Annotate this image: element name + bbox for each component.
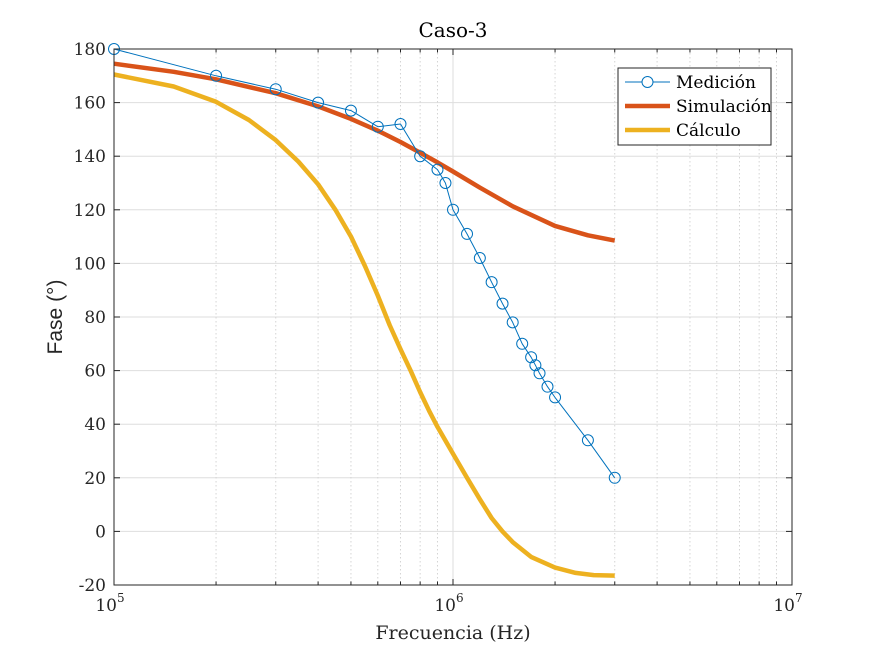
data-point-medicion (447, 203, 459, 216)
data-point-medicion (344, 104, 357, 117)
y-tick-label: 120 (74, 201, 106, 221)
data-point-medicion (431, 163, 444, 176)
ticks: -20 0 20 40 60 80 100 120 140 160 180 105 106 107 (74, 40, 803, 616)
legend: Medición Simulación Cálculo (617, 67, 772, 146)
data-point-medicion (269, 83, 282, 96)
data-point-medicion (394, 118, 407, 131)
legend-label-medicion: Medición (676, 73, 756, 93)
series-line-calculo (113, 72, 615, 578)
x-tick-label: 107 (773, 591, 802, 616)
data-point-medicion (506, 316, 519, 329)
x-tick-label: 106 (434, 591, 463, 616)
data-point-medicion (439, 177, 452, 189)
x-axis-label: Frecuencia (Hz) (375, 622, 530, 644)
data-point-medicion (541, 380, 554, 393)
y-tick-label: 180 (74, 40, 106, 60)
legend-label-calculo: Cálculo (676, 121, 741, 141)
y-tick-label: 160 (74, 94, 106, 114)
chart-title: Caso-3 (418, 18, 487, 42)
data-point-medicion (371, 120, 384, 133)
data-point-medicion (496, 297, 509, 310)
data-point-medicion (414, 150, 427, 163)
data-point-medicion (581, 434, 594, 447)
x-tick-label: 105 (95, 591, 124, 616)
series-layer (108, 43, 621, 578)
data-point-medicion (529, 359, 542, 372)
data-point-medicion (485, 276, 498, 289)
y-axis-label: Fase (°) (44, 280, 67, 355)
y-tick-label: 0 (95, 522, 106, 542)
data-point-medicion (210, 69, 223, 82)
y-tick-label: 80 (84, 308, 106, 328)
series-line-simulacion (113, 61, 616, 243)
data-point-medicion (549, 391, 562, 404)
y-tick-label: 140 (74, 147, 106, 167)
y-tick-label: 100 (74, 254, 106, 274)
y-tick-label: 60 (84, 362, 106, 382)
data-point-medicion (473, 252, 486, 265)
data-point-medicion (525, 351, 538, 364)
legend-marker-medicion (641, 76, 654, 88)
legend-label-simulacion: Simulación (676, 97, 772, 117)
data-point-medicion (608, 471, 621, 484)
data-point-medicion (516, 337, 529, 350)
data-point-medicion (461, 227, 474, 240)
data-point-medicion (312, 96, 325, 109)
y-tick-label: 20 (84, 469, 106, 489)
y-tick-label: 40 (84, 415, 106, 435)
data-point-medicion (533, 367, 546, 380)
y-tick-label: -20 (79, 576, 106, 596)
